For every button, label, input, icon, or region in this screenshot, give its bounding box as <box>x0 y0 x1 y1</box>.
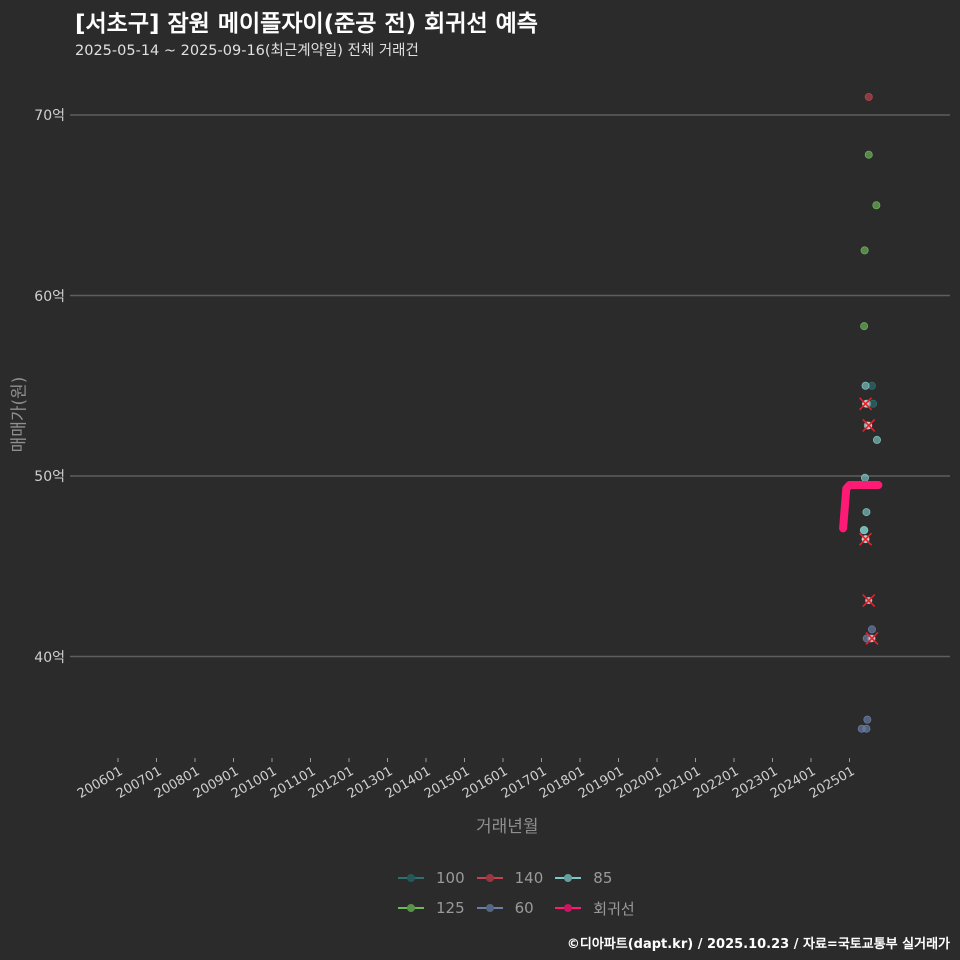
x-marker-icon <box>858 532 873 546</box>
data-point-125 <box>860 246 869 255</box>
data-point-85 <box>872 435 881 444</box>
y-tick-label: 60억 <box>34 288 65 305</box>
data-point-85 <box>860 473 869 482</box>
legend-item: 100 <box>398 866 465 890</box>
legend-key-icon <box>555 896 582 920</box>
source-footer: ©디아파트(dapt.kr) / 2025.10.23 / 자료=국토교통부 실… <box>566 937 950 952</box>
regression-line <box>839 481 883 533</box>
legend-label: 85 <box>593 869 613 887</box>
data-point-85 <box>860 526 869 535</box>
data-point-140 <box>864 92 873 101</box>
data-point-60 <box>862 724 871 733</box>
legend-label: 100 <box>436 869 465 887</box>
legend-label: 60 <box>514 899 534 917</box>
legend-key-icon <box>476 896 503 920</box>
y-tick-label: 40억 <box>34 649 65 666</box>
legend-item: 85 <box>555 866 634 890</box>
legend-key-icon <box>398 896 424 920</box>
legend-label: 125 <box>436 899 465 917</box>
data-point-60 <box>863 715 872 724</box>
legend-label: 140 <box>514 869 544 887</box>
legend-key-icon <box>476 866 503 890</box>
chart-title: [서초구] 잠원 메이플자이(준공 전) 회귀선 예측 <box>75 11 538 37</box>
data-point-85 <box>862 508 871 517</box>
data-point-125 <box>864 150 873 159</box>
legend-item: 회귀선 <box>555 896 635 920</box>
y-tick-label: 70억 <box>34 108 65 124</box>
legend: 100 140 85 125 60 회귀선 <box>398 866 635 920</box>
data-point-125 <box>872 201 881 210</box>
y-tick-label: 50억 <box>34 469 65 485</box>
legend-item: 60 <box>476 896 544 920</box>
y-axis-label: 매매가(원) <box>9 376 30 453</box>
data-point-60 <box>867 625 876 634</box>
x-axis-label: 거래년월 <box>476 817 539 837</box>
x-marker-icon <box>858 397 873 411</box>
x-marker-icon <box>862 418 876 433</box>
legend-item: 140 <box>476 866 544 890</box>
x-marker-icon <box>865 631 879 646</box>
legend-key-icon <box>555 866 582 890</box>
data-point-85 <box>861 381 870 390</box>
legend-key-icon <box>398 866 424 890</box>
x-marker-icon <box>862 593 876 608</box>
data-point-125 <box>860 322 869 331</box>
legend-item: 125 <box>398 896 465 920</box>
legend-label: 회귀선 <box>593 899 635 918</box>
chart-subtitle: 2025-05-14 ~ 2025-09-16(최근계약일) 전체 거래건 <box>75 43 419 59</box>
